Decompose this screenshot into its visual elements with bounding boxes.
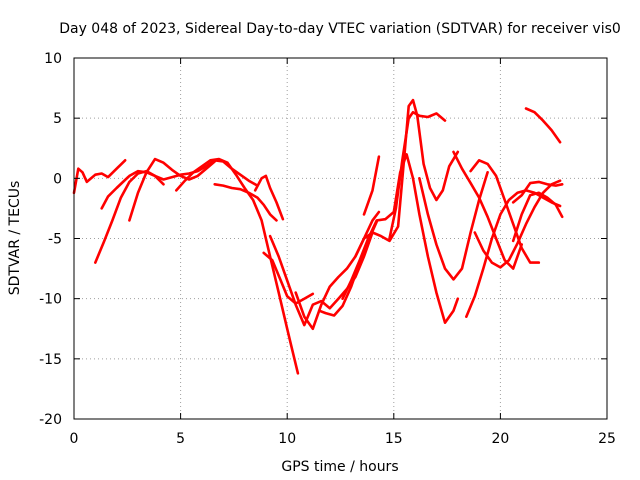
- data-series-pass-5: [175, 157, 300, 375]
- x-axis-label: GPS time / hours: [281, 459, 398, 475]
- data-series-pass-4: [128, 157, 216, 222]
- plot-frame: [73, 57, 608, 420]
- data-series-pass-6: [213, 183, 278, 222]
- chart-title: Day 048 of 2023, Sidereal Day-to-day VTE…: [59, 21, 621, 37]
- x-tick-label: 10: [278, 431, 296, 447]
- x-tick-label: 5: [176, 431, 185, 447]
- tick-layer: 0 5 10 15 20 25 -20 -15 -10 -5 0 5 10: [39, 51, 616, 447]
- data-series-pass-21: [511, 180, 564, 204]
- data-series-pass-19: [473, 179, 562, 269]
- data-series-pass-22: [524, 107, 562, 144]
- x-tick-label: 20: [491, 431, 509, 447]
- y-tick-label: -5: [48, 232, 62, 248]
- data-series-pass-7: [253, 174, 285, 221]
- y-tick-label: 5: [53, 111, 62, 127]
- data-series-pass-15: [388, 110, 447, 240]
- data-series-pass-13: [354, 98, 460, 258]
- y-tick-label: -20: [39, 412, 62, 428]
- x-tick-label: 0: [70, 431, 79, 447]
- data-series-pass-17: [464, 189, 562, 319]
- x-tick-label: 15: [385, 431, 403, 447]
- data-series-pass-10: [294, 210, 381, 331]
- data-series-pass-20: [469, 159, 541, 264]
- data-series-pass-23: [511, 191, 564, 243]
- data-series-layer: [72, 98, 564, 375]
- y-tick-label: -15: [39, 352, 62, 368]
- y-axis-label: SDTVAR / TECUs: [7, 181, 23, 296]
- y-tick-label: 10: [44, 51, 62, 67]
- grid-layer: [74, 58, 607, 419]
- data-series-pass-16: [418, 171, 489, 281]
- data-series-pass-18: [452, 150, 524, 270]
- data-series-pass-3: [100, 159, 259, 210]
- y-tick-label: -10: [39, 292, 62, 308]
- data-series-pass-1: [72, 159, 127, 195]
- x-tick-label: 25: [598, 431, 616, 447]
- y-tick-label: 0: [53, 171, 62, 187]
- data-series-pass-8: [262, 251, 315, 305]
- data-series-pass-14: [362, 155, 381, 216]
